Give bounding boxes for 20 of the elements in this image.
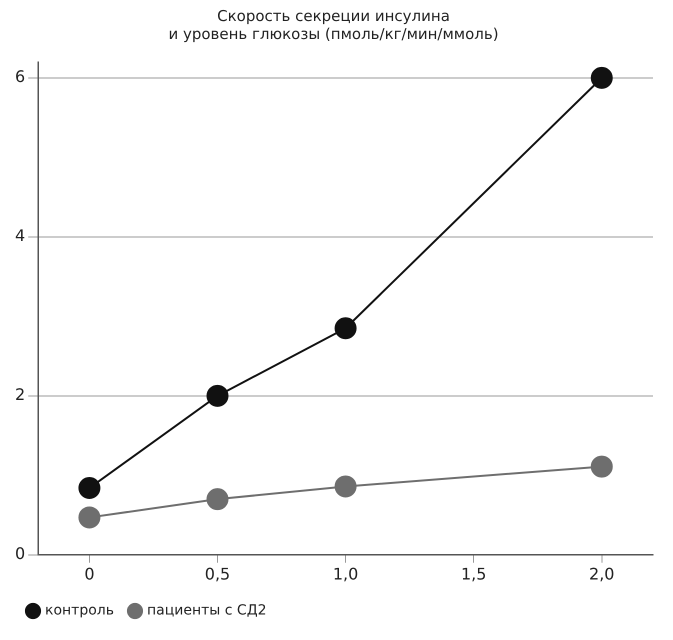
x-tick-label: 0,5	[204, 564, 230, 584]
point	[206, 384, 229, 407]
point	[78, 477, 100, 500]
y-tick-label: 4	[14, 226, 26, 246]
x-tick-label: 2,0	[589, 564, 614, 584]
chart-title: Скорость секреции инсулина и уровень глюкозы (пмоль/кг/мин/ммоль)	[168, 6, 499, 43]
point	[334, 475, 357, 498]
y-tick-label: 0	[14, 544, 26, 563]
x-tick-label: 1,0	[332, 564, 358, 584]
legend-label: пациенты с СД2	[146, 602, 267, 619]
y-tick-label: 6	[14, 67, 26, 86]
point	[78, 506, 100, 528]
y-tick-label: 2	[14, 384, 26, 404]
point	[206, 488, 229, 510]
legend-label: контроль	[45, 602, 114, 619]
point	[590, 456, 613, 478]
point	[334, 317, 357, 340]
point	[590, 66, 613, 89]
x-tick-label: 0	[84, 564, 95, 584]
x-tick-label: 1,5	[460, 564, 486, 584]
